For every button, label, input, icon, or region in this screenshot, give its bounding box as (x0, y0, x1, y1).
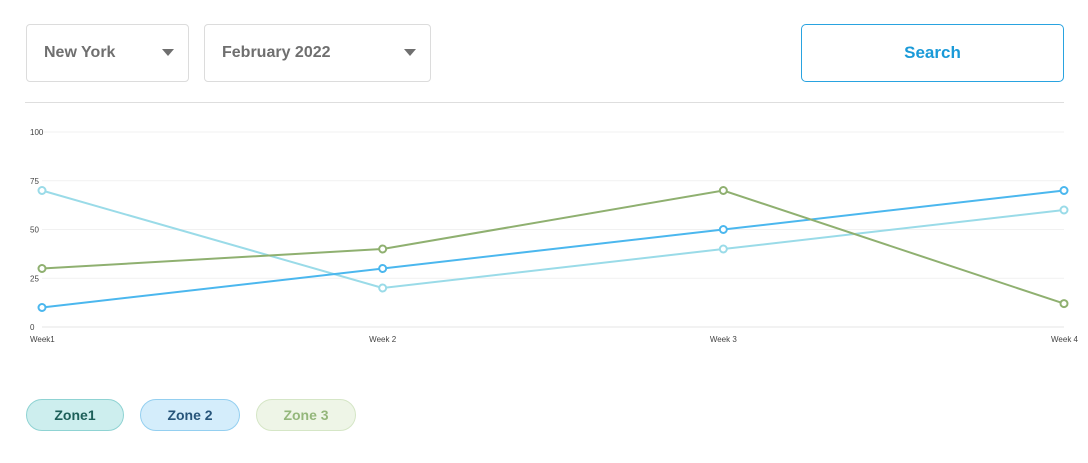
data-point-series-1 (1059, 205, 1069, 215)
y-tick-label: 100 (30, 128, 44, 137)
data-point-series-3 (378, 244, 388, 254)
data-point-series-1 (37, 186, 47, 195)
x-tick-label: Week 2 (369, 335, 397, 344)
month-select[interactable]: February 2022 (204, 24, 431, 82)
chevron-down-icon (162, 49, 174, 56)
data-point-series-2 (378, 264, 388, 273)
y-tick-label: 25 (30, 274, 39, 283)
data-point-series-3 (1059, 299, 1069, 309)
divider (25, 102, 1064, 103)
data-point-series-2 (1059, 186, 1069, 195)
data-point-series-1 (718, 244, 728, 254)
legend: Zone1 Zone 2 Zone 3 (26, 399, 356, 431)
data-point-series-2 (37, 303, 47, 312)
data-point-series-1 (378, 283, 388, 293)
series-line-2 (41, 189, 1065, 309)
y-tick-label: 75 (30, 177, 39, 186)
x-tick-label: Week1 (30, 335, 55, 344)
legend-chip-zone3[interactable]: Zone 3 (256, 399, 356, 431)
search-button[interactable]: Search (801, 24, 1064, 82)
x-tick-label: Week 4 (1051, 335, 1079, 344)
legend-chip-zone1[interactable]: Zone1 (26, 399, 124, 431)
city-select[interactable]: New York (26, 24, 189, 82)
series-line-1 (41, 189, 1065, 290)
month-select-value: February 2022 (222, 44, 331, 61)
data-point-series-2 (718, 225, 728, 234)
series-line-3 (41, 189, 1065, 305)
data-point-series-3 (37, 264, 47, 273)
city-select-value: New York (44, 44, 116, 61)
data-point-series-3 (718, 186, 728, 195)
x-tick-label: Week 3 (710, 335, 738, 344)
chevron-down-icon (404, 49, 416, 56)
line-chart: 0 25 50 75 100 Week1 Week 2 Week 3 Week 4 (30, 128, 1079, 344)
y-tick-label: 50 (30, 226, 39, 235)
legend-chip-zone2[interactable]: Zone 2 (140, 399, 240, 431)
y-tick-label: 0 (30, 323, 35, 332)
